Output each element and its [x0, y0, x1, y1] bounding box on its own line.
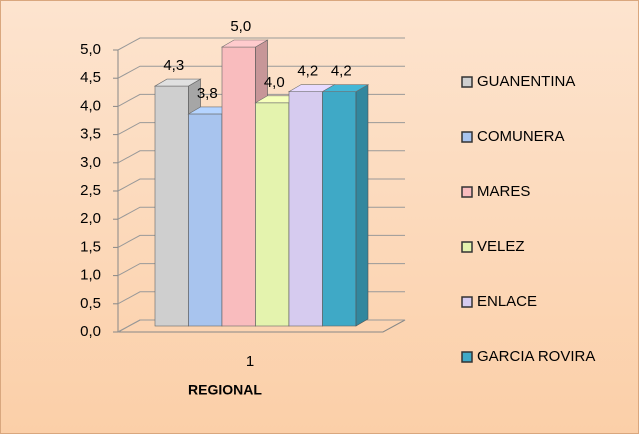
legend-swatch	[461, 351, 473, 363]
bar-top	[220, 39, 269, 48]
value-label: 4,2	[297, 63, 318, 80]
grid-line	[117, 65, 405, 79]
y-tick-label: 2,5	[80, 182, 101, 199]
legend-label: GARCIA ROVIRA	[477, 348, 595, 365]
y-tick-label: 0,5	[80, 295, 101, 312]
y-tick-label: 4,5	[80, 69, 101, 86]
bar	[321, 84, 370, 327]
bar-front	[255, 102, 290, 327]
bar-side	[355, 84, 369, 327]
y-tick-label: 5,0	[80, 41, 101, 58]
legend-label: VELEZ	[477, 238, 525, 255]
legend-label: ENLACE	[477, 293, 537, 310]
legend-swatch	[461, 241, 473, 253]
legend-label: COMUNERA	[477, 128, 565, 145]
legend-swatch	[461, 76, 473, 88]
bar-top	[321, 84, 370, 92]
x-axis-label: REGIONAL	[188, 382, 262, 398]
y-tick-label: 1,5	[80, 238, 101, 255]
grid-line	[117, 37, 405, 51]
y-tick-label: 0,0	[80, 323, 101, 340]
y-tick-label: 3,5	[80, 126, 101, 143]
legend-label: GUANENTINA	[477, 73, 575, 90]
y-tick-label: 3,0	[80, 154, 101, 171]
legend-swatch	[461, 296, 473, 308]
value-label: 4,0	[264, 74, 285, 91]
bar-front	[154, 85, 189, 327]
legend-swatch	[461, 186, 473, 198]
y-tick-label: 1,0	[80, 267, 101, 284]
bar-front	[188, 113, 223, 327]
value-label: 4,2	[331, 63, 352, 80]
legend-swatch	[461, 131, 473, 143]
y-tick-label: 2,0	[80, 210, 101, 227]
x-tick-label: 1	[246, 353, 254, 370]
value-label: 5,0	[230, 18, 251, 35]
bar-front	[322, 91, 357, 327]
value-label: 3,8	[197, 85, 218, 102]
bar-top	[153, 78, 202, 87]
bar-front	[288, 91, 323, 327]
legend-label: MARES	[477, 183, 530, 200]
bar-front	[221, 46, 256, 327]
value-label: 4,3	[163, 57, 184, 74]
y-tick-label: 4,0	[80, 97, 101, 114]
